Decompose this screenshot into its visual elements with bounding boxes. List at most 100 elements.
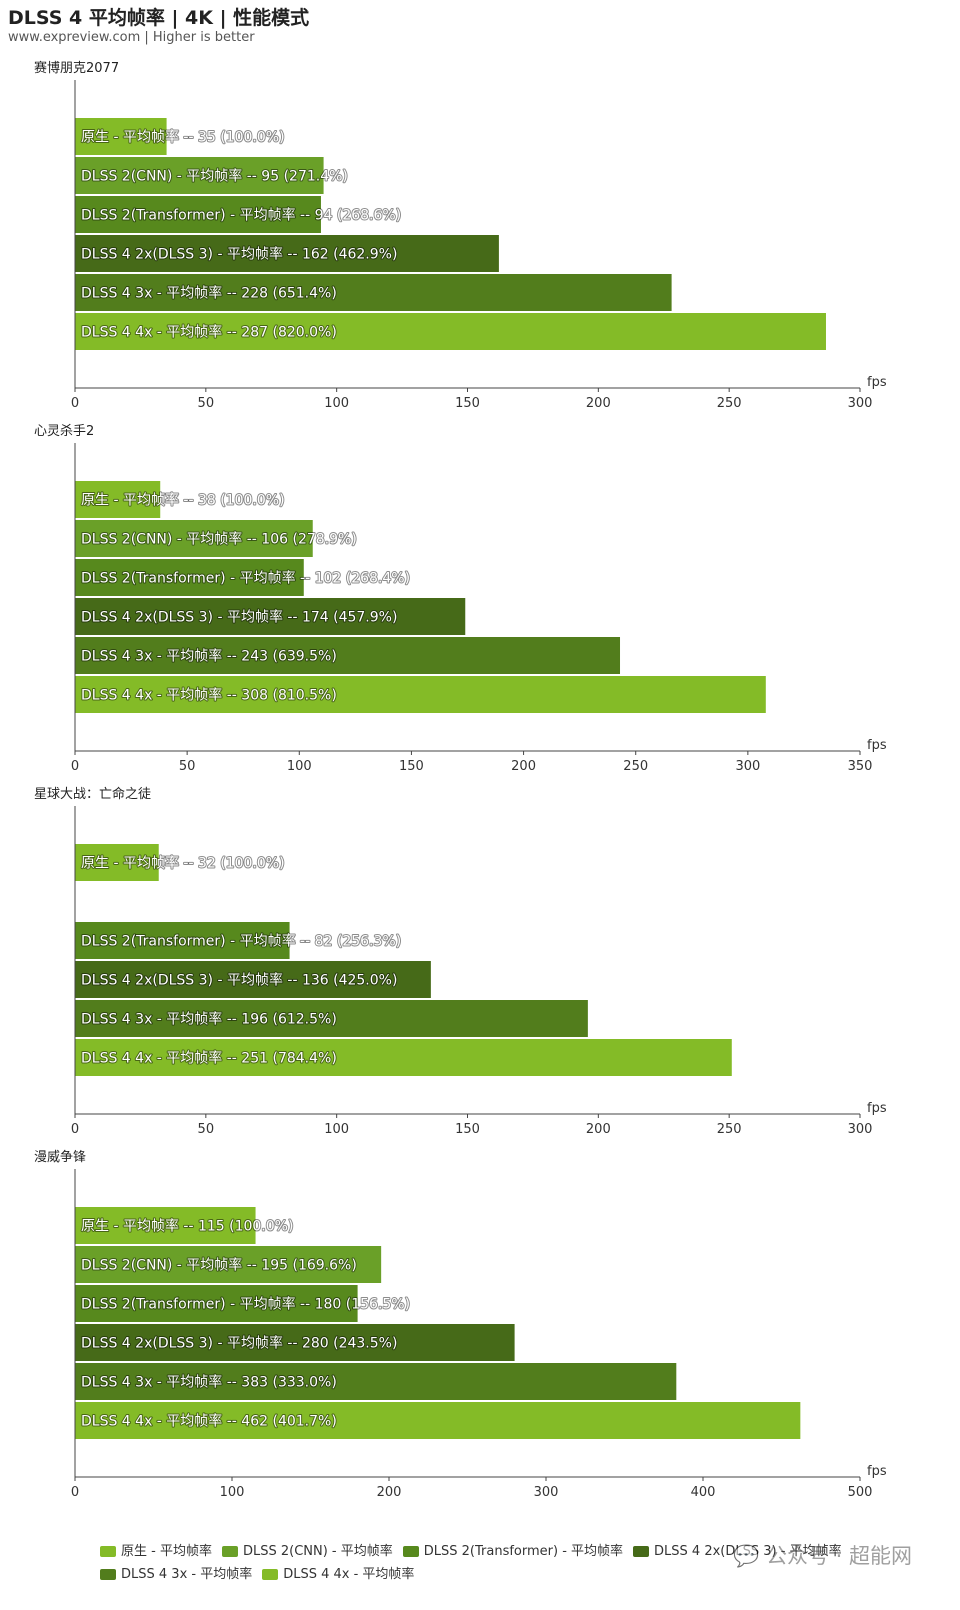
x-tick-label: 300: [735, 759, 760, 774]
legend-label: DLSS 4 4x - 平均帧率: [283, 1567, 415, 1582]
legend-label: DLSS 2(CNN) - 平均帧率: [242, 1544, 393, 1559]
axis-unit-label: fps: [867, 1464, 887, 1479]
x-tick-label: 50: [198, 396, 215, 411]
legend-item: DLSS 2(CNN) - 平均帧率: [221, 1540, 393, 1563]
x-tick-label: 200: [586, 1122, 611, 1137]
legend-item: DLSS 4 4x - 平均帧率: [262, 1563, 414, 1586]
legend-item: 原生 - 平均帧率: [100, 1540, 212, 1563]
x-tick-label: 50: [179, 759, 196, 774]
panel-title: 漫威争锋: [34, 1150, 86, 1165]
bar: [75, 1039, 732, 1076]
legend-swatch: [100, 1569, 116, 1580]
page-subtitle: www.expreview.com | Higher is better: [8, 30, 255, 45]
bar-label: DLSS 4 4x - 平均帧率 -- 251 (784.4%): [81, 1050, 337, 1067]
watermark-text: 公众号 · 超能网: [765, 1544, 912, 1568]
x-tick-label: 0: [71, 396, 79, 411]
chart-legend: 原生 - 平均帧率 DLSS 2(CNN) - 平均帧率 DLSS 2(Transf…: [100, 1540, 880, 1586]
x-tick-label: 500: [848, 1485, 873, 1500]
wechat-icon: 💬: [733, 1544, 760, 1568]
x-tick-label: 0: [71, 759, 79, 774]
legend-label: 原生 - 平均帧率: [121, 1544, 212, 1559]
x-tick-label: 0: [71, 1485, 79, 1500]
x-tick-label: 250: [623, 759, 648, 774]
x-tick-label: 50: [198, 1122, 215, 1137]
x-tick-label: 100: [220, 1485, 245, 1500]
legend-swatch: [633, 1546, 650, 1557]
bar-label: DLSS 4 3x - 平均帧率 -- 383 (333.0%): [81, 1374, 337, 1391]
bar: [75, 844, 159, 881]
panel-title: 心灵杀手2: [34, 424, 94, 439]
legend-swatch: [100, 1546, 116, 1557]
page-title: DLSS 4 平均帧率 | 4K | 性能模式: [8, 7, 310, 29]
x-tick-label: 300: [848, 1122, 873, 1137]
bar-label: DLSS 4 3x - 平均帧率 -- 243 (639.5%): [81, 648, 337, 665]
bar: [75, 1246, 382, 1283]
bar-label: DLSS 2(CNN) - 平均帧率 -- 106 (278.9%): [81, 531, 357, 548]
bar-label: DLSS 4 2x(DLSS 3) - 平均帧率 -- 280 (243.5%): [81, 1335, 397, 1352]
bar-label: 原生 - 平均帧率 -- 32 (100.0%): [81, 855, 285, 872]
bar: [75, 313, 826, 350]
axis-unit-label: fps: [867, 1101, 887, 1116]
bar: [75, 157, 324, 194]
bar-label: DLSS 2(Transformer) - 平均帧率 -- 180 (156.5…: [81, 1296, 410, 1313]
x-tick-label: 0: [71, 1122, 79, 1137]
bar-label: DLSS 2(Transformer) - 平均帧率 -- 82 (256.3%…: [81, 933, 401, 950]
legend-swatch: [221, 1546, 238, 1557]
bar-label: DLSS 4 4x - 平均帧率 -- 462 (401.7%): [81, 1413, 337, 1430]
panel-title: 星球大战：亡命之徒: [34, 786, 151, 802]
bar: [75, 598, 466, 635]
x-tick-label: 200: [377, 1485, 402, 1500]
bar: [75, 235, 499, 272]
x-tick-label: 100: [324, 396, 349, 411]
bar-label: DLSS 2(CNN) - 平均帧率 -- 95 (271.4%): [81, 168, 348, 185]
legend-label: DLSS 4 2x(DLSS 3) - 平均帧率: [654, 1544, 842, 1559]
bar: [75, 559, 304, 596]
bar: [75, 196, 321, 233]
legend-swatch: [402, 1546, 419, 1557]
chart-panel: 赛博朋克2077 原生 - 平均帧率 -- 35 (100.0%) DLSS 2(C…: [34, 60, 887, 411]
legend-label: DLSS 4 3x - 平均帧率: [121, 1567, 253, 1582]
bar: [75, 637, 621, 674]
x-tick-label: 100: [324, 1122, 349, 1137]
x-tick-label: 250: [717, 396, 742, 411]
chart-panel: 心灵杀手2 原生 - 平均帧率 -- 38 (100.0%) DLSS 2(CNN)…: [34, 424, 887, 774]
bar-label: DLSS 2(Transformer) - 平均帧率 -- 102 (268.4…: [81, 570, 410, 587]
bar: [75, 1402, 801, 1439]
x-tick-label: 400: [691, 1485, 716, 1500]
watermark: 💬 公众号 · 超能网: [733, 1540, 912, 1570]
bar: [75, 1207, 256, 1244]
bar-label: DLSS 4 3x - 平均帧率 -- 228 (651.4%): [81, 285, 337, 302]
legend-swatch: [262, 1569, 279, 1580]
bar: [75, 1324, 515, 1361]
bar: [75, 118, 167, 155]
x-tick-label: 250: [717, 1122, 742, 1137]
bar: [75, 481, 161, 518]
bar-label: 原生 - 平均帧率 -- 35 (100.0%): [81, 129, 285, 146]
bar-label: DLSS 4 2x(DLSS 3) - 平均帧率 -- 136 (425.0%): [81, 972, 397, 989]
bar-label: DLSS 4 4x - 平均帧率 -- 308 (810.5%): [81, 687, 337, 704]
axis-unit-label: fps: [867, 375, 887, 390]
bar: [75, 274, 672, 311]
bar: [75, 676, 766, 713]
bar-label: DLSS 2(Transformer) - 平均帧率 -- 94 (268.6%…: [81, 207, 401, 224]
bar: [75, 520, 313, 557]
bar: [75, 1000, 588, 1037]
axis-unit-label: fps: [867, 738, 887, 753]
legend-item: DLSS 2(Transformer) - 平均帧率: [402, 1540, 624, 1563]
x-tick-label: 300: [848, 396, 873, 411]
bar-label: DLSS 4 2x(DLSS 3) - 平均帧率 -- 174 (457.9%): [81, 609, 397, 626]
bar-label: DLSS 4 4x - 平均帧率 -- 287 (820.0%): [81, 324, 337, 341]
legend-item: DLSS 4 2x(DLSS 3) - 平均帧率: [633, 1540, 842, 1563]
bar-label: 原生 - 平均帧率 -- 38 (100.0%): [81, 492, 285, 509]
legend-label: DLSS 2(Transformer) - 平均帧率: [423, 1544, 624, 1559]
x-tick-label: 150: [455, 1122, 480, 1137]
bar: [75, 1363, 677, 1400]
bar-label: DLSS 4 3x - 平均帧率 -- 196 (612.5%): [81, 1011, 337, 1028]
bar-label: DLSS 2(CNN) - 平均帧率 -- 195 (169.6%): [81, 1257, 357, 1274]
x-tick-label: 200: [586, 396, 611, 411]
bar: [75, 961, 431, 998]
bar-label: DLSS 4 2x(DLSS 3) - 平均帧率 -- 162 (462.9%): [81, 246, 397, 263]
